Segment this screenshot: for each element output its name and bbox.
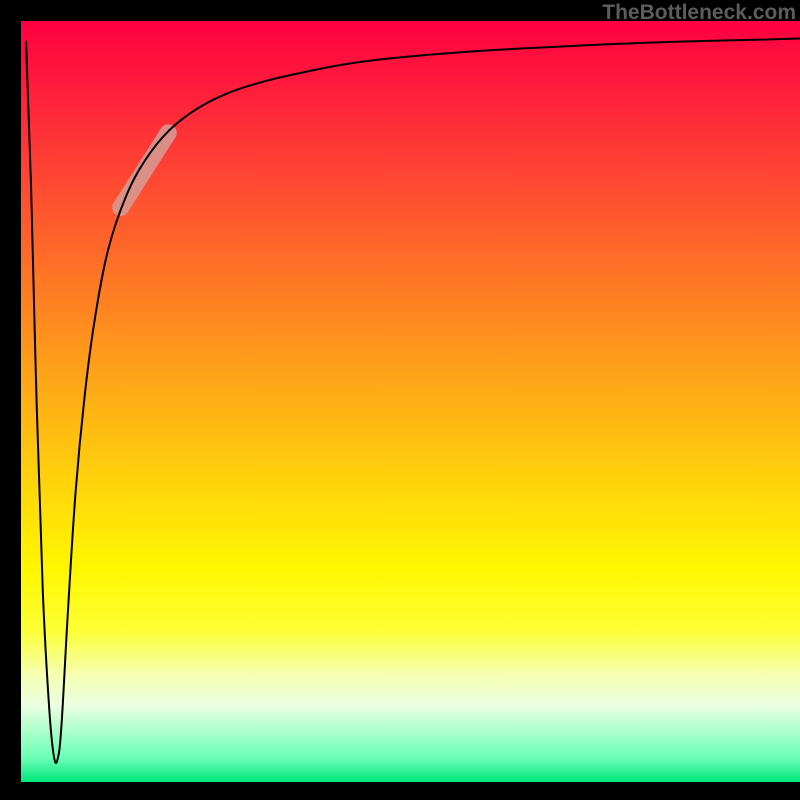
chart-container: TheBottleneck.com (0, 0, 800, 800)
highlight-segment (121, 133, 169, 208)
chart-svg (21, 21, 800, 782)
bottleneck-curve (26, 39, 800, 763)
watermark-text: TheBottleneck.com (602, 1, 796, 25)
plot-area (21, 21, 800, 782)
